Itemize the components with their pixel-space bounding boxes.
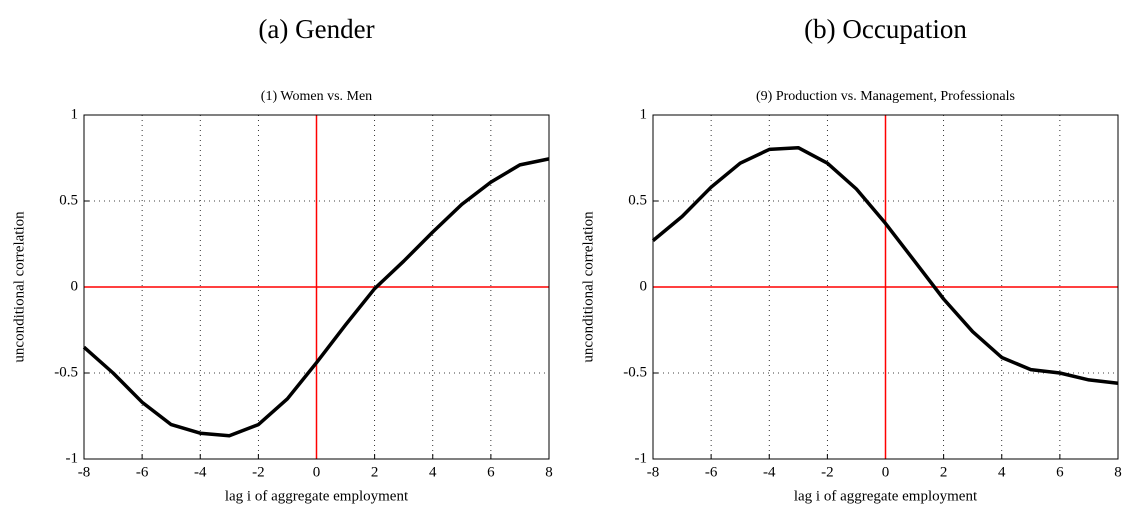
x-tick-label: 6 xyxy=(1056,464,1064,480)
data-line xyxy=(651,145,1119,386)
chart-title: (1) Women vs. Men xyxy=(261,89,372,104)
panel-heading: (a) Gender xyxy=(258,14,374,44)
x-tick-label: -2 xyxy=(252,464,265,480)
y-tick-label: 0.5 xyxy=(59,192,78,208)
data-line xyxy=(82,157,550,438)
x-tick-label: -6 xyxy=(136,464,149,480)
y-tick-label: 0 xyxy=(640,278,648,294)
y-tick-label: 0 xyxy=(71,278,79,294)
y-tick-label: -0.5 xyxy=(623,364,647,380)
x-axis-label: lag i of aggregate employment xyxy=(794,488,978,504)
y-tick-label: 0.5 xyxy=(628,192,647,208)
x-tick-label: -4 xyxy=(763,464,776,480)
x-tick-label: 8 xyxy=(545,464,553,480)
chart-title: (9) Production vs. Management, Professio… xyxy=(756,89,1015,104)
x-tick-label: 6 xyxy=(487,464,495,480)
plot-frame xyxy=(652,114,1119,460)
y-tick-label: -1 xyxy=(66,450,79,466)
y-axis-label: unconditional correlation xyxy=(580,211,596,363)
plot-frame xyxy=(83,114,550,460)
x-tick-label: 2 xyxy=(371,464,379,480)
x-tick-label: -4 xyxy=(194,464,207,480)
y-tick-label: 1 xyxy=(71,106,79,122)
x-tick-label: 4 xyxy=(429,464,437,480)
x-tick-label: -8 xyxy=(647,464,660,480)
x-tick-label: 2 xyxy=(940,464,948,480)
y-axis-label: unconditional correlation xyxy=(11,211,27,363)
panel-heading: (b) Occupation xyxy=(804,14,967,44)
x-tick-label: -6 xyxy=(705,464,718,480)
y-tick-label: -1 xyxy=(635,450,648,466)
y-tick-label: -0.5 xyxy=(54,364,78,380)
x-tick-label: -2 xyxy=(821,464,834,480)
y-tick-label: 1 xyxy=(640,106,648,122)
x-tick-label: 0 xyxy=(313,464,321,480)
x-tick-label: 4 xyxy=(998,464,1006,480)
x-tick-label: 0 xyxy=(882,464,890,480)
x-axis-label: lag i of aggregate employment xyxy=(225,488,409,504)
x-tick-label: -8 xyxy=(78,464,91,480)
x-tick-label: 8 xyxy=(1114,464,1122,480)
